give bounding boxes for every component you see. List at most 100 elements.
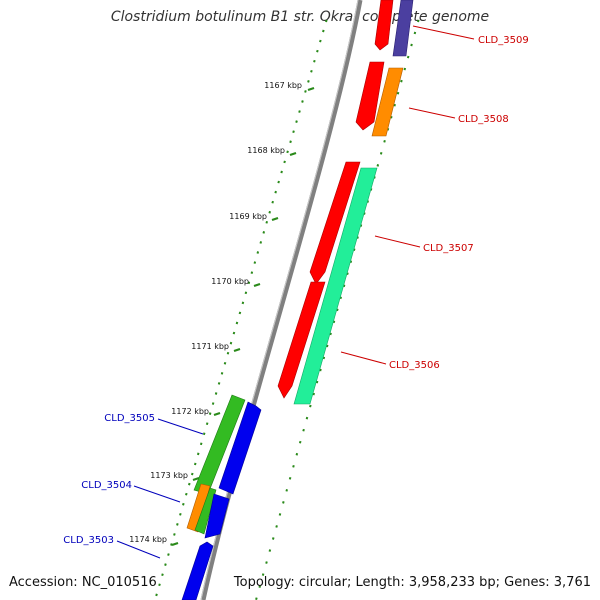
scale-major-tick [213, 411, 221, 417]
scale-dot [301, 100, 304, 103]
outer-dot [312, 392, 315, 396]
scale-dot [316, 49, 319, 53]
scale-dot [253, 261, 257, 264]
gene-feature-blue[interactable] [218, 401, 262, 495]
gene-label[interactable]: CLD_3509 [478, 35, 529, 46]
outer-dot [390, 115, 393, 119]
gene-feature-green[interactable] [194, 487, 217, 535]
outer-dot [282, 501, 285, 504]
outer-dot [403, 67, 407, 71]
gene-callouts [116, 25, 475, 559]
outer-dot [292, 464, 295, 468]
outer-dot [261, 573, 265, 576]
gene-feature-seagreen[interactable] [293, 167, 378, 405]
scale-dot [167, 553, 170, 556]
scale-dot [292, 130, 295, 134]
scale-label: 1174 kbp [129, 535, 167, 544]
outer-dot [332, 320, 336, 324]
scale-dot [238, 311, 242, 315]
scale-dot [307, 80, 310, 83]
gene-label[interactable]: CLD_3506 [389, 360, 440, 371]
scale-dot [256, 251, 260, 254]
outer-dot [315, 380, 319, 384]
outer-dot [275, 525, 278, 528]
scale-dot [217, 382, 221, 385]
scale-dot [226, 351, 230, 355]
outer-dot [278, 513, 282, 516]
scale-dot [280, 170, 283, 174]
scale-dot [274, 190, 277, 194]
scale-dot [170, 543, 173, 546]
gene-feature-orange[interactable] [186, 483, 211, 533]
scale-dot [229, 341, 233, 345]
outer-dot [325, 344, 329, 348]
scale-dot [286, 150, 289, 154]
gene-features [181, 0, 414, 600]
scale-major-tick [192, 476, 200, 482]
gene-label[interactable]: CLD_3505 [104, 413, 155, 424]
scale-dot [319, 39, 322, 43]
gene-label[interactable]: CLD_3504 [81, 480, 132, 491]
outer-dot [268, 549, 272, 552]
gene-feature-red[interactable] [277, 281, 326, 399]
scale-dot [313, 59, 316, 63]
gene-feature-blue[interactable] [181, 541, 214, 600]
scale-label: 1169 kbp [229, 212, 267, 221]
outer-dot [342, 284, 346, 288]
gene-label[interactable]: CLD_3508 [458, 114, 509, 125]
outer-dot [288, 476, 292, 480]
scale-dot [158, 583, 161, 587]
scale-dot [262, 231, 266, 234]
gene-feature-slate[interactable] [392, 0, 414, 57]
scale-dot [188, 482, 191, 486]
gene-label[interactable]: CLD_3503 [63, 535, 114, 546]
gene-label[interactable]: CLD_3507 [423, 243, 474, 254]
outer-dot [396, 91, 400, 95]
scale-dot [232, 331, 236, 335]
outer-dot [285, 489, 288, 492]
outer-dot [336, 308, 339, 312]
scale-dot [214, 392, 218, 395]
outer-dot [356, 236, 359, 239]
outer-dot [413, 31, 417, 35]
scale-dot [164, 563, 167, 566]
outer-dot [339, 296, 342, 300]
scale-dot [161, 573, 164, 577]
outer-dot [319, 368, 322, 372]
outer-dot [400, 79, 403, 83]
scale-dot [155, 593, 158, 597]
scale-dot [298, 110, 301, 113]
scale-label: 1168 kbp [247, 146, 285, 155]
scale-ring [155, 19, 328, 597]
gene-feature-red[interactable] [355, 61, 385, 131]
gene-feature-blue[interactable] [204, 493, 230, 539]
topology-label: Topology: circular; Length: 3,958,233 bp… [233, 575, 591, 590]
outer-dot [346, 272, 349, 276]
scale-dot [265, 220, 269, 224]
outer-dot [255, 597, 258, 600]
scale-dot [322, 29, 325, 33]
scale-dot [244, 291, 248, 295]
scale-dot [325, 19, 328, 23]
scale-label: 1173 kbp [150, 471, 188, 480]
outer-dot [309, 404, 312, 408]
gene-feature-red[interactable] [374, 0, 394, 51]
scale-major-tick [171, 541, 179, 547]
scale-ticks [171, 86, 315, 547]
outer-dot [406, 55, 410, 59]
outer-dot [295, 452, 299, 456]
gene-feature-orange[interactable] [371, 67, 404, 137]
scale-dot [185, 492, 188, 496]
accession-label: Accession: NC_010516 [9, 575, 157, 590]
scale-label: 1167 kbp [264, 81, 302, 90]
gene-feature-red[interactable] [309, 161, 361, 285]
scale-dot [283, 160, 286, 164]
scale-dot [190, 472, 194, 476]
scale-major-tick [233, 347, 241, 353]
gene-labels: CLD_3509 CLD_3508 CLD_3507 CLD_3506 CLD_… [63, 35, 528, 546]
scale-major-tick [253, 282, 261, 288]
scale-dot [235, 321, 239, 325]
scale-dot [179, 512, 182, 516]
scale-dot [208, 412, 212, 415]
